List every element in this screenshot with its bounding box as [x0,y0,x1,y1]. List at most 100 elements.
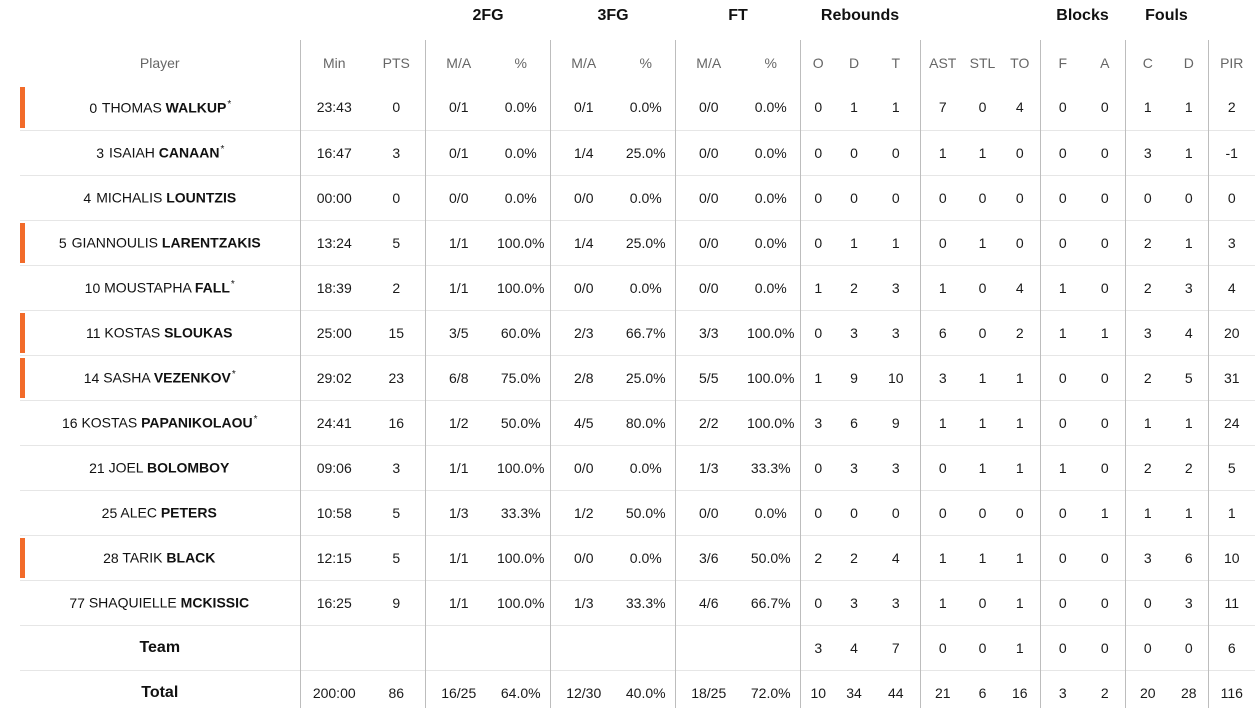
player-name-cell[interactable]: 0 THOMAS WALKUP* [20,85,300,130]
player-row: 77 SHAQUIELLE MCKISSIC 16:25 9 1/1 100.0% 1/3… [20,579,1255,625]
cell-blk-a: 0 [1085,129,1125,175]
player-name-cell[interactable]: 77 SHAQUIELLE MCKISSIC [20,579,300,625]
cell-ast: 1 [919,399,965,445]
cell-min: 18:39 [299,264,368,310]
cell-foul-d: 6 [1170,534,1208,580]
player-row: 28 TARIK BLACK 12:15 5 1/1 100.0% 0/0 0.0% 3/6 5… [20,534,1255,580]
jersey-number: 16 [61,414,78,431]
cell-pts: 15 [368,309,425,355]
cell-fg2-ma: 0/1 [424,129,492,175]
player-row: 5 GIANNOULIS LARENTZAKIS 13:24 5 1/1 100.0% 1… [20,219,1255,265]
player-name-cell[interactable]: 25 ALEC PETERS [20,489,300,535]
cell-blk-a: 0 [1085,399,1125,445]
cell-ast: 0 [919,444,965,490]
cell-reb-d: 1 [836,219,872,265]
cell-fg3-ma: 0/0 [549,444,617,490]
cell-min: 16:25 [299,579,368,625]
cell-fg3-ma: 0/0 [549,534,617,580]
cell-min: 09:06 [299,444,368,490]
cell-blk-f: 3 [1039,669,1085,708]
starter-marker [20,222,25,263]
cell-fg3-pct: 0.0% [617,264,675,310]
cell-stl: 0 [965,624,1000,670]
cell-pts: 2 [368,264,425,310]
last-name: SLOUKAS [164,324,233,341]
cell-foul-c: 2 [1124,264,1170,310]
player-name-cell[interactable]: 16 KOSTAS PAPANIKOLAOU* [20,399,300,445]
cell-ast: 1 [919,129,965,175]
player-name-cell[interactable]: 28 TARIK BLACK [20,534,300,580]
col-fg3-pct: % [639,54,652,71]
col-reb-d: D [848,54,860,71]
player-name-cell[interactable]: 4 MICHALIS LOUNTZIS [20,174,300,220]
cell-blk-f: 1 [1039,309,1085,355]
jersey-number: 28 [103,549,119,566]
last-name: CANAAN [158,144,220,161]
cell-min: 16:47 [299,129,368,175]
cell-ft-ma: 0/0 [674,129,742,175]
cell-to: 0 [1000,219,1040,265]
cell-ft-ma: 3/3 [674,309,742,355]
cell-min: 12:15 [299,534,368,580]
cell-blk-a: 0 [1085,264,1125,310]
cell-ft-pct: 100.0% [742,354,800,400]
group-ft: FT [728,7,748,24]
cell-ft-ma: 3/6 [674,534,742,580]
col-pts: PTS [382,54,410,71]
cell-stl: 0 [965,174,1000,220]
cell-reb-o: 1 [799,354,836,400]
cell-ft-ma: 0/0 [674,219,742,265]
cell-pir: 11 [1207,579,1255,625]
cell-fg2-ma: 3/5 [424,309,492,355]
cell-ast: 6 [919,309,965,355]
last-name: BLACK [166,549,216,566]
cell-blk-f: 0 [1039,85,1085,130]
col-reb-t: T [891,54,901,71]
cell-fg3-ma: 4/5 [549,399,617,445]
cell-fg3-ma: 2/8 [549,354,617,400]
cell-stl: 0 [965,489,1000,535]
jersey-number: 3 [96,144,104,161]
cell-stl: 1 [965,219,1000,265]
cell-to: 16 [1000,669,1040,708]
player-name-cell[interactable]: 14 SASHA VEZENKOV* [20,354,300,400]
cell-to: 0 [1000,129,1040,175]
col-stl: STL [969,54,996,71]
cell-min: 10:58 [299,489,368,535]
cell-pts: 5 [368,219,425,265]
player-name-cell[interactable]: 5 GIANNOULIS LARENTZAKIS [20,219,300,265]
cell-stl: 6 [965,669,1000,708]
group-2fg: 2FG [472,7,504,24]
last-name: LOUNTZIS [166,189,237,206]
cell-fg2-pct: 75.0% [492,354,550,400]
cell-blk-f: 0 [1039,174,1085,220]
player-name-cell[interactable]: 10 MOUSTAPHA FALL* [20,264,300,310]
cell-ast: 1 [919,579,965,625]
starter-marker [20,537,25,578]
first-name: SHAQUIELLE [88,594,177,611]
player-name-cell[interactable]: 11 KOSTAS SLOUKAS [20,309,300,355]
cell-pir: 4 [1207,264,1255,310]
player-name-cell[interactable]: 21 JOEL BOLOMBOY [20,444,300,490]
cell-min: 24:41 [299,399,368,445]
cell-fg2-pct: 100.0% [492,579,550,625]
cell-fg2-ma: 1/2 [424,399,492,445]
cell-ft-ma: 4/6 [674,579,742,625]
cell-foul-c: 0 [1124,579,1170,625]
player-name-cell[interactable]: 3 ISAIAH CANAAN* [20,129,300,175]
cell-pts [368,624,425,670]
cell-to: 4 [1015,99,1024,116]
cell-pts: 5 [368,489,425,535]
cell-fg3-pct: 25.0% [617,354,675,400]
cell-foul-d: 1 [1170,129,1208,175]
cell-reb-o: 10 [799,669,836,708]
cell-foul-d: 1 [1170,219,1208,265]
cell-foul-c: 2 [1124,219,1170,265]
cell-pts: 23 [368,354,425,400]
last-name: VEZENKOV [153,369,231,386]
cell-pts: 3 [368,129,425,175]
cell-ft-ma [674,624,742,670]
cell-blk-f: 0 [1039,354,1085,400]
cell-foul-c: 20 [1124,669,1170,708]
cell-stl: 0 [965,264,1000,310]
